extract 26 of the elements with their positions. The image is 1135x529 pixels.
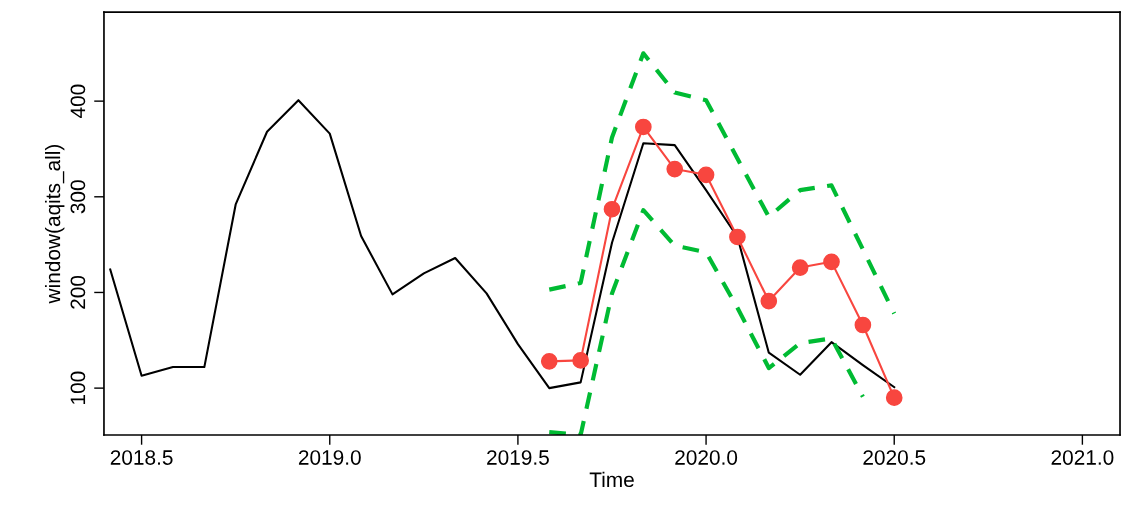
x-tick-label: 2018.5 bbox=[110, 450, 173, 465]
point bbox=[635, 118, 652, 136]
y-tick-label: 200 bbox=[70, 275, 86, 309]
point bbox=[760, 292, 778, 310]
point bbox=[854, 316, 872, 334]
point bbox=[666, 160, 684, 178]
y-tick-label: 400 bbox=[70, 84, 86, 119]
y-axis-title: window(aqits_all) bbox=[44, 144, 65, 304]
point bbox=[697, 166, 715, 184]
point bbox=[823, 253, 840, 271]
x-tick-label: 2020.5 bbox=[863, 450, 926, 465]
line-series bbox=[547, 51, 897, 316]
point bbox=[540, 353, 558, 370]
point bbox=[729, 228, 746, 246]
x-tick-label: 2019.5 bbox=[487, 450, 549, 465]
point bbox=[572, 352, 589, 369]
point bbox=[885, 389, 903, 407]
x-tick-label: 2019.0 bbox=[298, 450, 361, 465]
y-tick-label: 100 bbox=[70, 371, 86, 404]
x-axis-title: Time bbox=[589, 471, 634, 488]
x-tick-label: 2020.0 bbox=[675, 450, 738, 465]
point bbox=[791, 259, 809, 276]
point bbox=[603, 200, 621, 218]
x-tick-label: 2021.0 bbox=[1051, 450, 1114, 465]
line-series bbox=[547, 208, 865, 435]
y-tick-label: 300 bbox=[70, 180, 86, 214]
